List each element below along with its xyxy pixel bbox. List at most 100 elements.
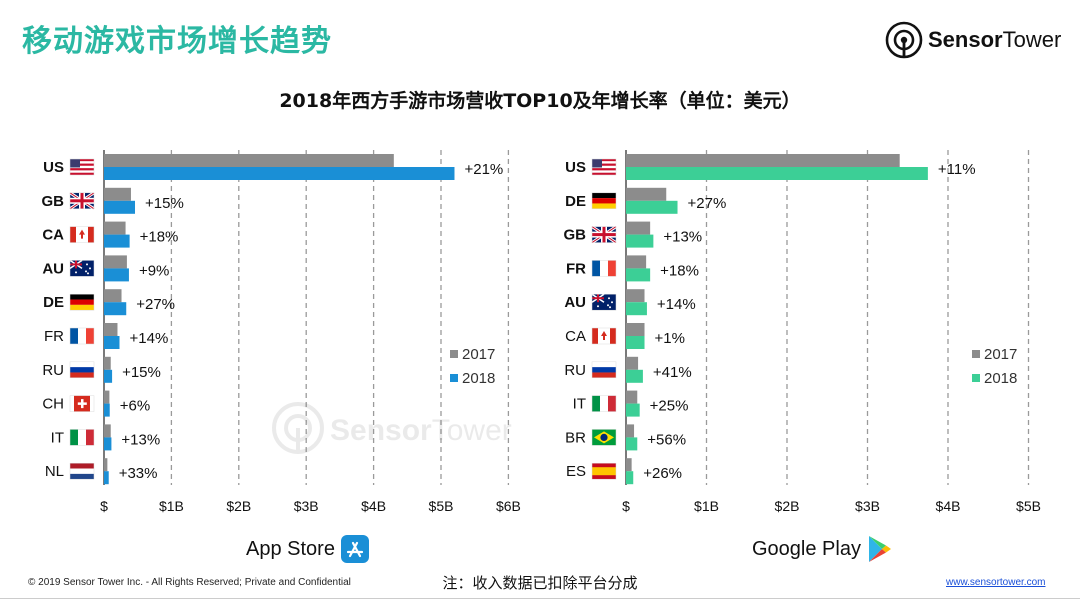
legend-label: 2017 bbox=[462, 346, 495, 363]
x-tick-label: $ bbox=[100, 498, 108, 514]
growth-label: +33% bbox=[119, 465, 158, 482]
flag-part bbox=[592, 170, 616, 173]
bar-2017-gb bbox=[626, 221, 651, 235]
growth-label: +41% bbox=[653, 364, 692, 381]
legend-label: 2018 bbox=[462, 370, 495, 387]
growth-label: +25% bbox=[650, 398, 689, 415]
flag-part bbox=[70, 263, 82, 266]
flag-part bbox=[592, 168, 616, 171]
bar-2018-ru bbox=[104, 369, 113, 383]
flag-part bbox=[600, 395, 608, 412]
flag-border bbox=[69, 462, 95, 480]
bar-2017-br bbox=[626, 424, 635, 438]
bar-2017-nl bbox=[104, 458, 108, 472]
growth-label: +13% bbox=[663, 229, 702, 246]
bar-2017-fr bbox=[104, 323, 118, 336]
flag-part bbox=[70, 159, 80, 168]
flag-part bbox=[77, 402, 87, 405]
flag-part bbox=[70, 226, 76, 243]
flag-part bbox=[609, 306, 611, 309]
flag-part bbox=[592, 192, 616, 199]
flag-part bbox=[592, 297, 604, 300]
flag-border bbox=[591, 260, 617, 277]
category-label: GB bbox=[564, 227, 587, 244]
bar-2018-us bbox=[626, 167, 928, 180]
bar-2018-de bbox=[104, 302, 127, 316]
flag-part bbox=[608, 395, 616, 412]
category-label: ES bbox=[566, 463, 586, 480]
category-label: CH bbox=[42, 396, 64, 413]
flag-part bbox=[75, 271, 77, 274]
bar-2017-fr bbox=[626, 255, 647, 269]
watermark-text: SensorTower bbox=[330, 414, 512, 447]
bar-2017-us bbox=[104, 154, 394, 167]
flag-part bbox=[70, 304, 94, 311]
flag-part bbox=[78, 328, 86, 344]
flag-part bbox=[70, 361, 94, 368]
flag-border bbox=[69, 260, 95, 277]
growth-label: +27% bbox=[688, 195, 727, 212]
flag-part bbox=[89, 267, 91, 270]
x-tick-label: $4B bbox=[936, 498, 961, 514]
flag-part bbox=[592, 361, 616, 368]
flag-part bbox=[592, 159, 602, 168]
category-label: NL bbox=[45, 463, 64, 480]
footer-divider bbox=[0, 598, 1080, 599]
growth-label: +18% bbox=[140, 229, 179, 246]
flag-part bbox=[600, 433, 608, 441]
app-store-label: App Store bbox=[246, 535, 369, 563]
flag-ch-icon bbox=[69, 395, 95, 412]
flag-au-icon bbox=[591, 293, 617, 311]
growth-label: +21% bbox=[464, 161, 503, 178]
flag-part bbox=[70, 172, 94, 175]
flag-border bbox=[591, 429, 617, 446]
flag-part bbox=[592, 395, 600, 412]
bar-2018-ch bbox=[104, 403, 110, 417]
flag-ru-icon bbox=[591, 361, 617, 379]
flag-part bbox=[592, 372, 616, 378]
copyright: © 2019 Sensor Tower Inc. - All Rights Re… bbox=[28, 577, 351, 588]
x-tick-label: $6B bbox=[496, 498, 521, 514]
flag-border bbox=[591, 293, 617, 311]
x-tick-label: $3B bbox=[294, 498, 319, 514]
flag-part bbox=[70, 163, 94, 166]
flag-part bbox=[79, 229, 85, 239]
flag-part bbox=[592, 367, 616, 373]
logo-text: SensorTower bbox=[928, 27, 1062, 52]
bar-2017-au bbox=[626, 289, 645, 303]
flag-part bbox=[70, 468, 94, 474]
flag-part bbox=[607, 304, 609, 307]
flag-part bbox=[592, 203, 616, 209]
flag-part bbox=[70, 429, 78, 446]
growth-label: +15% bbox=[122, 364, 161, 381]
flag-part bbox=[592, 159, 616, 162]
flag-ca-icon bbox=[69, 226, 95, 243]
flag-part bbox=[592, 467, 616, 476]
flag-border bbox=[69, 395, 95, 412]
flag-part bbox=[70, 299, 94, 305]
flag-part bbox=[70, 473, 94, 480]
bar-2018-es bbox=[626, 471, 634, 485]
flag-border bbox=[69, 361, 95, 379]
flag-part bbox=[592, 165, 616, 169]
flag-part bbox=[86, 263, 88, 266]
bar-2017-au bbox=[104, 255, 127, 269]
flag-part bbox=[70, 159, 94, 162]
flag-part bbox=[592, 163, 616, 166]
flag-border bbox=[591, 327, 617, 345]
chart-panel-app-store: $ $1B $2B $3B $4B $5B $6B +21% US +15% GB +18% CA +9%… bbox=[42, 150, 521, 514]
bar-2017-ca bbox=[104, 221, 126, 235]
bar-2017-it bbox=[104, 424, 111, 438]
website-link[interactable]: www.sensortower.com bbox=[946, 577, 1046, 588]
category-label: BR bbox=[565, 429, 586, 446]
flag-border bbox=[591, 192, 617, 210]
bar-2018-ca bbox=[104, 234, 130, 248]
flag-part bbox=[611, 301, 613, 304]
flag-us-icon bbox=[69, 158, 95, 176]
watermark-icon-inner bbox=[284, 414, 312, 442]
chart-subtitle: 2018年西方手游市场营收TOP10及年增长率（单位：美元） bbox=[279, 90, 801, 112]
flag-es-icon bbox=[591, 462, 617, 480]
bar-2018-br bbox=[626, 437, 638, 451]
legend-swatch-2017 bbox=[972, 350, 980, 358]
